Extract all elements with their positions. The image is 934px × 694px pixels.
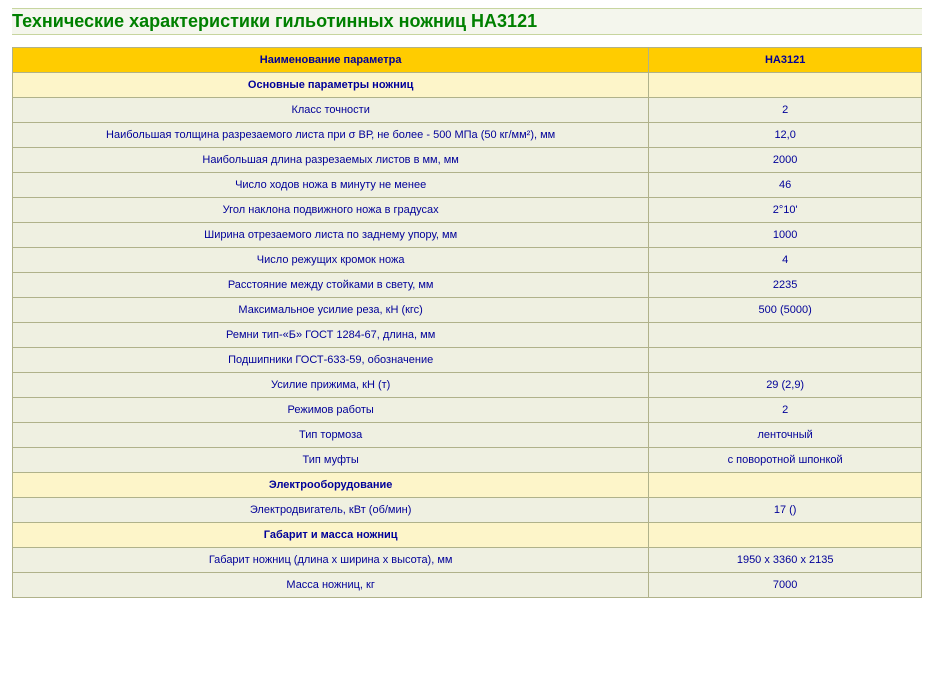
table-row: Масса ножниц, кг7000 <box>13 573 922 598</box>
cell-value: 4 <box>649 248 922 273</box>
cell-param: Габарит ножниц (длина х ширина х высота)… <box>13 548 649 573</box>
table-header-row: Наименование параметра НА3121 <box>13 48 922 73</box>
cell-param: Электродвигатель, кВт (об/мин) <box>13 498 649 523</box>
cell-param: Наибольшая толщина разрезаемого листа пр… <box>13 123 649 148</box>
table-row: Ремни тип-«Б» ГОСТ 1284-67, длина, мм <box>13 323 922 348</box>
table-row: Основные параметры ножниц <box>13 73 922 98</box>
table-row: Подшипники ГОСТ-633-59, обозначение <box>13 348 922 373</box>
cell-param: Число режущих кромок ножа <box>13 248 649 273</box>
cell-param: Ширина отрезаемого листа по заднему упор… <box>13 223 649 248</box>
table-row: Усилие прижима, кН (т)29 (2,9) <box>13 373 922 398</box>
cell-value: 500 (5000) <box>649 298 922 323</box>
table-row: Максимальное усилие реза, кН (кгс)500 (5… <box>13 298 922 323</box>
table-row: Ширина отрезаемого листа по заднему упор… <box>13 223 922 248</box>
cell-param: Тип муфты <box>13 448 649 473</box>
cell-value: 7000 <box>649 573 922 598</box>
cell-param: Габарит и масса ножниц <box>13 523 649 548</box>
table-row: Класс точности2 <box>13 98 922 123</box>
cell-value: 1000 <box>649 223 922 248</box>
cell-value: 2 <box>649 98 922 123</box>
cell-value: ленточный <box>649 423 922 448</box>
cell-param: Ремни тип-«Б» ГОСТ 1284-67, длина, мм <box>13 323 649 348</box>
cell-value <box>649 473 922 498</box>
spec-table: Наименование параметра НА3121 Основные п… <box>12 47 922 598</box>
table-row: Электродвигатель, кВт (об/мин)17 () <box>13 498 922 523</box>
cell-value: 46 <box>649 173 922 198</box>
table-row: Электрооборудование <box>13 473 922 498</box>
cell-value: 2 <box>649 398 922 423</box>
cell-value: 2000 <box>649 148 922 173</box>
table-row: Габарит ножниц (длина х ширина х высота)… <box>13 548 922 573</box>
cell-value: 1950 х 3360 х 2135 <box>649 548 922 573</box>
cell-value <box>649 323 922 348</box>
cell-param: Режимов работы <box>13 398 649 423</box>
cell-value: с поворотной шпонкой <box>649 448 922 473</box>
cell-value: 17 () <box>649 498 922 523</box>
cell-value: 12,0 <box>649 123 922 148</box>
column-header-param: Наименование параметра <box>13 48 649 73</box>
table-row: Тип тормозаленточный <box>13 423 922 448</box>
cell-param: Усилие прижима, кН (т) <box>13 373 649 398</box>
cell-param: Класс точности <box>13 98 649 123</box>
cell-value <box>649 73 922 98</box>
column-header-value: НА3121 <box>649 48 922 73</box>
table-row: Габарит и масса ножниц <box>13 523 922 548</box>
table-row: Расстояние между стойками в свету, мм223… <box>13 273 922 298</box>
cell-value: 2235 <box>649 273 922 298</box>
cell-param: Расстояние между стойками в свету, мм <box>13 273 649 298</box>
table-row: Тип муфтыс поворотной шпонкой <box>13 448 922 473</box>
table-row: Режимов работы2 <box>13 398 922 423</box>
table-row: Угол наклона подвижного ножа в градусах2… <box>13 198 922 223</box>
cell-value: 29 (2,9) <box>649 373 922 398</box>
cell-param: Основные параметры ножниц <box>13 73 649 98</box>
table-row: Число ходов ножа в минуту не менее46 <box>13 173 922 198</box>
cell-param: Угол наклона подвижного ножа в градусах <box>13 198 649 223</box>
table-row: Наибольшая толщина разрезаемого листа пр… <box>13 123 922 148</box>
cell-param: Масса ножниц, кг <box>13 573 649 598</box>
cell-param: Подшипники ГОСТ-633-59, обозначение <box>13 348 649 373</box>
cell-value: 2°10' <box>649 198 922 223</box>
table-row: Число режущих кромок ножа4 <box>13 248 922 273</box>
cell-value <box>649 523 922 548</box>
cell-value <box>649 348 922 373</box>
table-row: Наибольшая длина разрезаемых листов в мм… <box>13 148 922 173</box>
cell-param: Наибольшая длина разрезаемых листов в мм… <box>13 148 649 173</box>
cell-param: Тип тормоза <box>13 423 649 448</box>
cell-param: Электрооборудование <box>13 473 649 498</box>
table-body: Основные параметры ножницКласс точности2… <box>13 73 922 598</box>
cell-param: Число ходов ножа в минуту не менее <box>13 173 649 198</box>
page-title: Технические характеристики гильотинных н… <box>12 8 922 35</box>
cell-param: Максимальное усилие реза, кН (кгс) <box>13 298 649 323</box>
